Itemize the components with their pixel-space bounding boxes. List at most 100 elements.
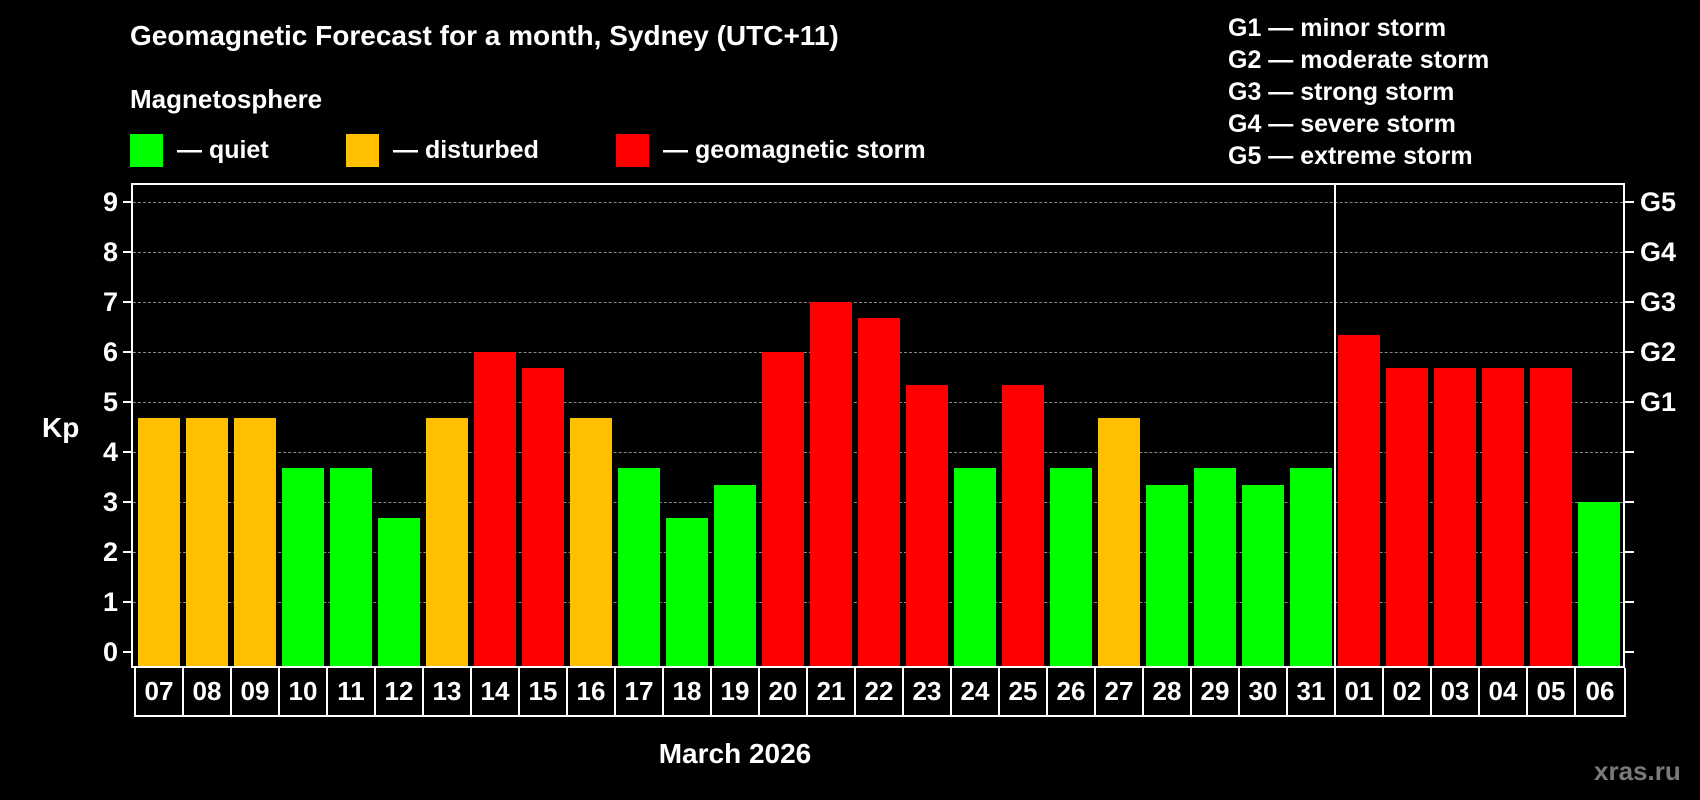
bar-05 [1530, 368, 1572, 666]
storm-scale-g5: G5 — extreme storm [1228, 142, 1473, 170]
date-label: 03 [1432, 668, 1480, 715]
date-label: 09 [232, 668, 280, 715]
bar-17 [618, 468, 660, 666]
gridline [133, 202, 1623, 203]
legend-heading: Magnetosphere [130, 84, 323, 114]
y-tick [123, 501, 131, 503]
date-label: 26 [1048, 668, 1096, 715]
y-tick-label: 3 [102, 487, 118, 517]
bar-22 [858, 318, 900, 666]
date-label: 11 [328, 668, 376, 715]
date-label: 02 [1384, 668, 1432, 715]
y-tick-label: 9 [102, 187, 118, 217]
date-label: 10 [280, 668, 328, 715]
date-label: 21 [808, 668, 856, 715]
legend-label-storm: — geomagnetic storm [663, 136, 926, 164]
right-tick [1625, 451, 1634, 453]
y-tick-label: 2 [102, 537, 118, 567]
date-label: 31 [1288, 668, 1336, 715]
right-tick [1625, 601, 1634, 603]
bar-04 [1482, 368, 1524, 666]
gridline [133, 302, 1623, 303]
storm-scale-g1: G1 — minor storm [1228, 14, 1447, 42]
bar-12 [378, 518, 420, 666]
bar-24 [954, 468, 996, 666]
y-tick-label: 7 [102, 287, 118, 317]
bar-16 [570, 418, 612, 666]
right-axis-label: G5 [1640, 187, 1677, 217]
date-label: 12 [376, 668, 424, 715]
right-tick [1625, 651, 1634, 653]
bar-09 [234, 418, 276, 666]
date-label: 22 [856, 668, 904, 715]
right-axis-label: G2 [1640, 337, 1677, 367]
date-label: 25 [1000, 668, 1048, 715]
bar-29 [1194, 468, 1236, 666]
bar-25 [1002, 385, 1044, 666]
date-label: 30 [1240, 668, 1288, 715]
legend-label-disturbed: — disturbed [393, 136, 539, 164]
bar-14 [474, 352, 516, 666]
date-label: 15 [520, 668, 568, 715]
legend-swatch-disturbed [346, 134, 379, 167]
date-label: 28 [1144, 668, 1192, 715]
storm-scale-g4: G4 — severe storm [1228, 110, 1456, 138]
bar-26 [1050, 468, 1092, 666]
bar-20 [762, 352, 804, 666]
right-tick [1625, 251, 1634, 253]
y-tick [123, 251, 131, 253]
date-label: 18 [664, 668, 712, 715]
y-tick [123, 451, 131, 453]
y-tick [123, 351, 131, 353]
date-label: 20 [760, 668, 808, 715]
y-axis-label: Kp [42, 412, 80, 443]
bar-15 [522, 368, 564, 666]
y-tick-label: 6 [102, 337, 118, 367]
bar-30 [1242, 485, 1284, 666]
y-tick [123, 201, 131, 203]
date-label: 06 [1585, 676, 1615, 706]
bar-08 [186, 418, 228, 666]
date-label: 29 [1192, 668, 1240, 715]
bar-02 [1386, 368, 1428, 666]
bar-18 [666, 518, 708, 666]
bar-19 [714, 485, 756, 666]
y-tick-label: 5 [102, 387, 118, 417]
date-label: 05 [1528, 668, 1576, 715]
date-label: 04 [1480, 668, 1528, 715]
date-label: 01 [1336, 668, 1384, 715]
y-tick-label: 8 [102, 237, 118, 267]
date-label: 13 [424, 668, 472, 715]
right-tick [1625, 551, 1634, 553]
right-axis-label: G3 [1640, 287, 1677, 317]
bar-31 [1290, 468, 1332, 666]
date-label: 07 [136, 668, 184, 715]
y-tick-label: 0 [102, 637, 118, 667]
bar-28 [1146, 485, 1188, 666]
bar-10 [282, 468, 324, 666]
y-tick-label: 4 [102, 437, 118, 467]
bar-07 [138, 418, 180, 666]
date-label: 14 [472, 668, 520, 715]
date-label: 27 [1096, 668, 1144, 715]
legend-swatch-storm [616, 134, 649, 167]
bar-03 [1434, 368, 1476, 666]
date-label: 16 [568, 668, 616, 715]
chart-title: Geomagnetic Forecast for a month, Sydney… [130, 20, 839, 51]
date-label: 08 [184, 668, 232, 715]
y-tick [123, 601, 131, 603]
x-axis-label: March 2026 [658, 738, 812, 769]
plot-area [131, 183, 1625, 668]
legend-swatch-quiet [130, 134, 163, 167]
right-tick [1625, 201, 1634, 203]
y-tick [123, 401, 131, 403]
gridline [133, 252, 1623, 253]
right-tick [1625, 351, 1634, 353]
right-tick [1625, 401, 1634, 403]
bar-27 [1098, 418, 1140, 666]
legend-label-quiet: — quiet [177, 136, 269, 164]
bar-06 [1578, 502, 1620, 666]
right-axis-label: G4 [1640, 237, 1677, 267]
bar-13 [426, 418, 468, 666]
bar-01 [1338, 335, 1380, 666]
